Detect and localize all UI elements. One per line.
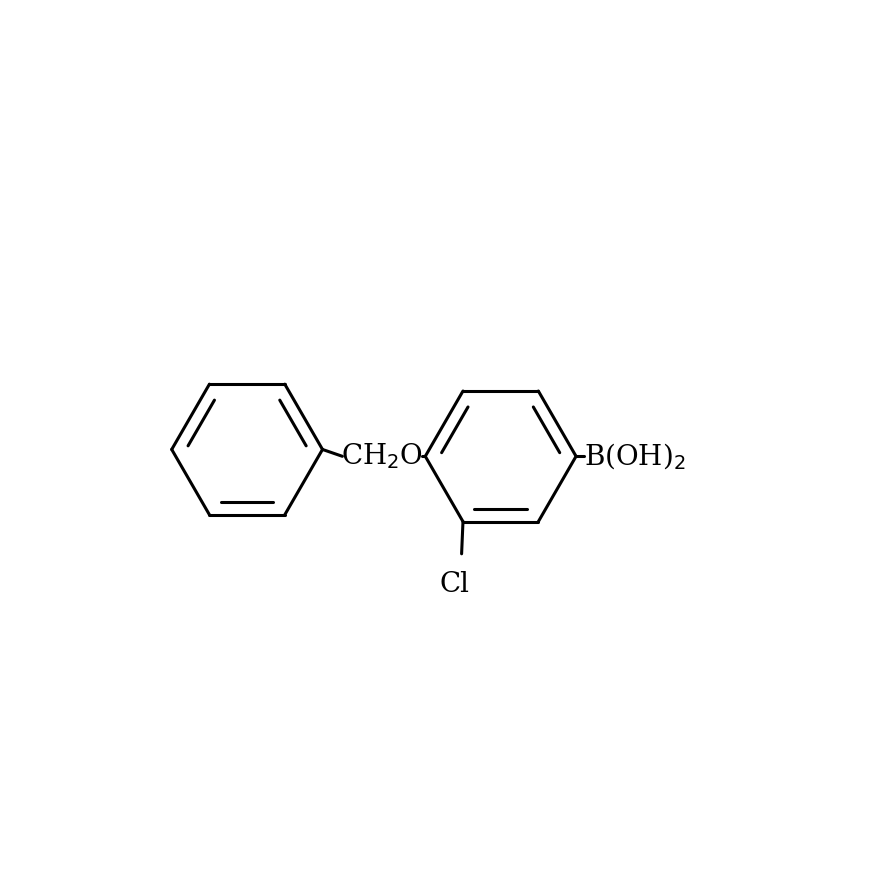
Text: CH$_2$O: CH$_2$O	[341, 441, 423, 471]
Text: Cl: Cl	[440, 570, 470, 598]
Text: B(OH)$_2$: B(OH)$_2$	[584, 441, 686, 472]
